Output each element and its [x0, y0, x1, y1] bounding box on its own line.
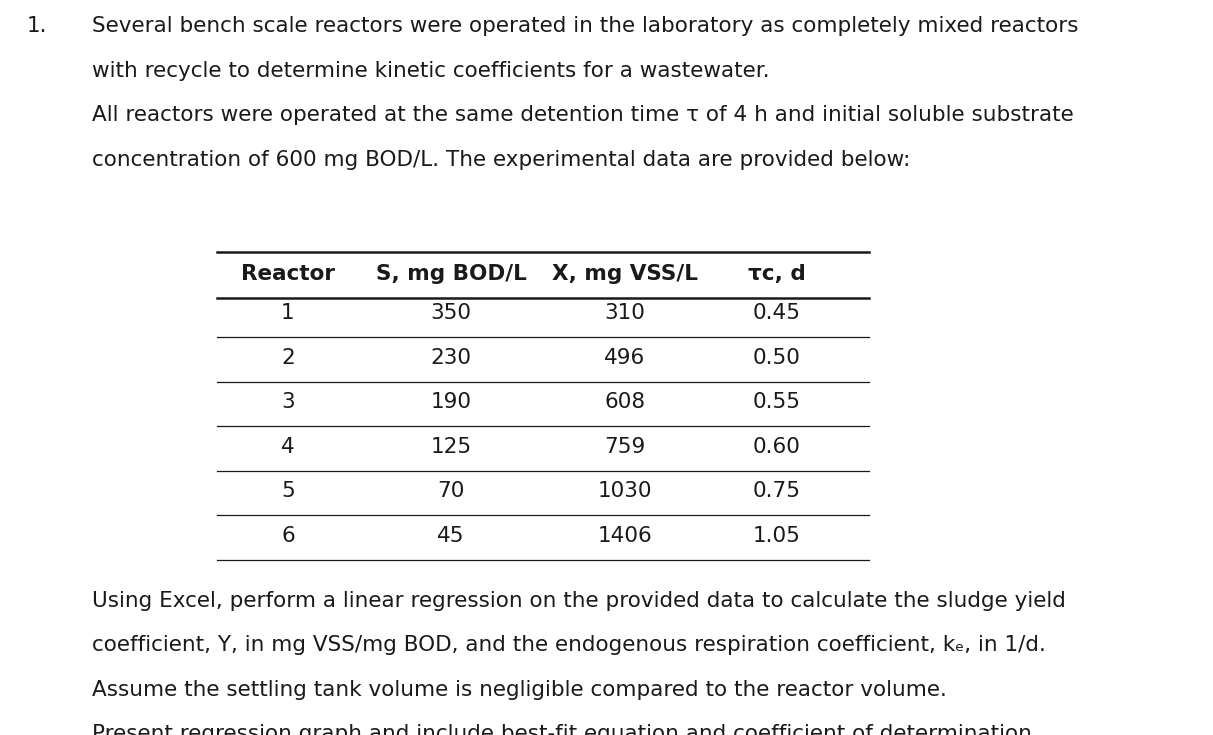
Text: 1.05: 1.05: [753, 526, 801, 545]
Text: 608: 608: [604, 392, 645, 412]
Text: Using Excel, perform a linear regression on the provided data to calculate the s: Using Excel, perform a linear regression…: [92, 591, 1066, 611]
Text: 3: 3: [281, 392, 295, 412]
Text: concentration of 600 mg BOD/L. The experimental data are provided below:: concentration of 600 mg BOD/L. The exper…: [92, 150, 911, 170]
Text: 230: 230: [431, 348, 472, 368]
Text: 190: 190: [431, 392, 472, 412]
Text: S, mg BOD/L: S, mg BOD/L: [376, 264, 526, 284]
Text: 70: 70: [437, 481, 465, 501]
Text: 45: 45: [437, 526, 465, 545]
Text: 4: 4: [281, 437, 295, 456]
Text: 1030: 1030: [598, 481, 653, 501]
Text: τc, d: τc, d: [748, 264, 805, 284]
Text: X, mg VSS/L: X, mg VSS/L: [552, 264, 697, 284]
Text: 0.60: 0.60: [753, 437, 801, 456]
Text: 6: 6: [281, 526, 295, 545]
Text: 2: 2: [281, 348, 295, 368]
Text: Assume the settling tank volume is negligible compared to the reactor volume.: Assume the settling tank volume is negli…: [92, 680, 947, 700]
Text: All reactors were operated at the same detention time τ of 4 h and initial solub: All reactors were operated at the same d…: [92, 105, 1075, 126]
Text: 0.55: 0.55: [753, 392, 801, 412]
Text: 350: 350: [431, 303, 472, 323]
Text: 759: 759: [604, 437, 645, 456]
Text: 1: 1: [281, 303, 295, 323]
Text: 496: 496: [604, 348, 645, 368]
Text: 5: 5: [281, 481, 295, 501]
Text: Present regression graph and include best-fit equation and coefficient of determ: Present regression graph and include bes…: [92, 725, 1040, 735]
Text: 1406: 1406: [598, 526, 653, 545]
Text: 0.75: 0.75: [753, 481, 801, 501]
Text: Reactor: Reactor: [241, 264, 335, 284]
Text: 125: 125: [431, 437, 472, 456]
Text: coefficient, Y, in mg VSS/mg BOD, and the endogenous respiration coefficient, kₑ: coefficient, Y, in mg VSS/mg BOD, and th…: [92, 636, 1047, 656]
Text: Several bench scale reactors were operated in the laboratory as completely mixed: Several bench scale reactors were operat…: [92, 16, 1078, 36]
Text: 310: 310: [604, 303, 645, 323]
Text: 1.: 1.: [27, 16, 47, 36]
Text: with recycle to determine kinetic coefficients for a wastewater.: with recycle to determine kinetic coeffi…: [92, 61, 770, 81]
Text: 0.50: 0.50: [753, 348, 801, 368]
Text: 0.45: 0.45: [753, 303, 801, 323]
